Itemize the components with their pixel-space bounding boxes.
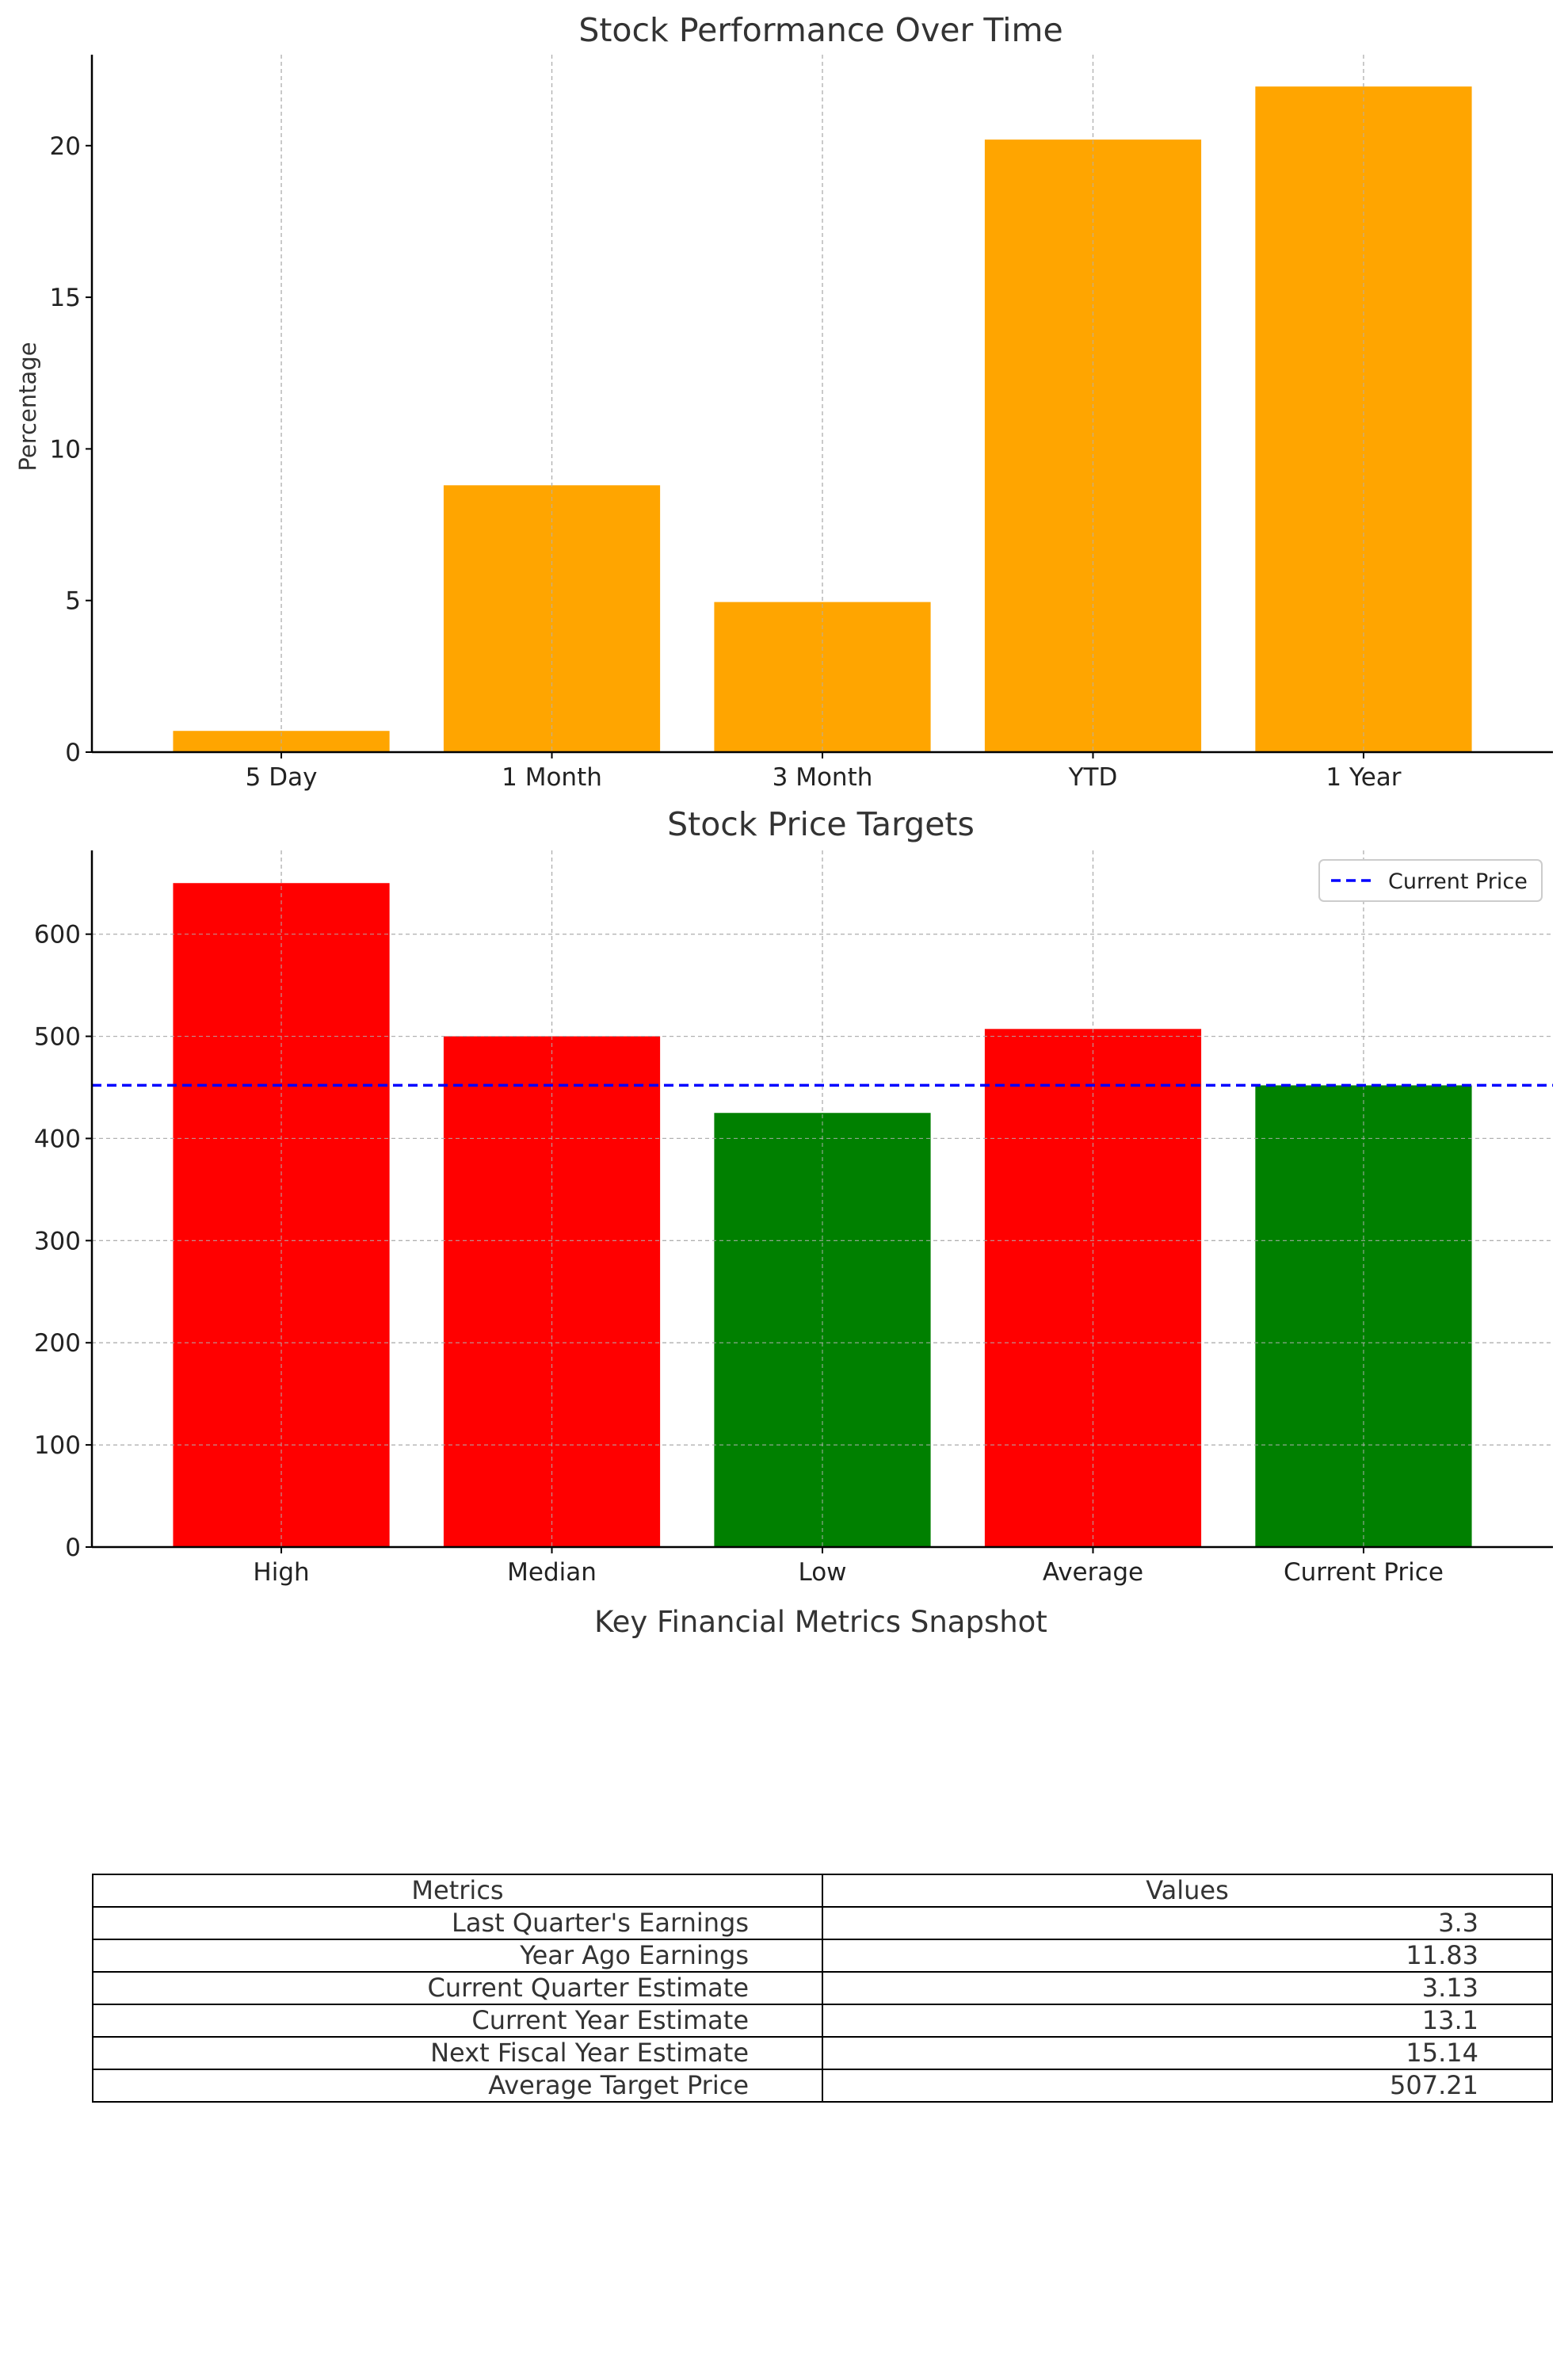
metric-value-cell: 11.83 — [822, 1939, 1553, 1973]
legend-box — [1318, 859, 1543, 902]
price-targets-chart: Stock Price Targets High Median Low Average… — [34, 805, 1553, 1587]
table-row: Year Ago Earnings 11.83 — [92, 1939, 1553, 1973]
metric-name-cell: Current Year Estimate — [92, 2004, 823, 2038]
y-tick-label: 200 — [34, 1329, 81, 1358]
metric-name-cell: Average Target Price — [92, 2069, 823, 2103]
legend: Current Price — [1318, 859, 1543, 902]
price-targets-chart-x-ticks: High Median Low Average Current Price — [253, 1547, 1444, 1587]
x-tick-label: 5 Day — [246, 763, 318, 792]
y-tick-label: 100 — [34, 1431, 81, 1460]
metric-value-cell: 13.1 — [822, 2004, 1553, 2038]
metrics-table-title: Key Financial Metrics Snapshot — [594, 1605, 1047, 1639]
y-tick-label: 20 — [50, 132, 81, 161]
values-column-header: Values — [822, 1874, 1553, 1908]
x-tick-label: Median — [507, 1558, 597, 1587]
y-tick-label: 0 — [65, 739, 81, 767]
table-row: Average Target Price 507.21 — [92, 2069, 1553, 2103]
y-tick-label: 600 — [34, 921, 81, 949]
metric-name-cell: Current Quarter Estimate — [92, 1971, 823, 2005]
table-row: Last Quarter's Earnings 3.3 — [92, 1906, 1553, 1940]
metrics-table-header-row: Metrics Values — [92, 1874, 1553, 1908]
y-tick-label: 5 — [65, 587, 81, 616]
price-targets-chart-title: Stock Price Targets — [667, 805, 975, 843]
metric-value-cell: 15.14 — [822, 2036, 1553, 2070]
metric-name-cell: Next Fiscal Year Estimate — [92, 2036, 823, 2070]
price-targets-chart-bars — [92, 850, 1553, 1547]
metrics-table: Metrics Values Last Quarter's Earnings 3… — [92, 1874, 1553, 2103]
performance-chart-bars — [173, 55, 1472, 753]
price-targets-chart-y-ticks: 0 100 200 300 400 500 600 — [34, 921, 92, 1562]
performance-chart-y-ticks: 0 5 10 15 20 — [50, 132, 92, 767]
y-tick-label: 10 — [50, 435, 81, 464]
legend-label: Current Price — [1388, 869, 1528, 894]
metric-name-cell: Last Quarter's Earnings — [92, 1906, 823, 1940]
x-tick-label: 1 Month — [502, 763, 602, 792]
metric-value-cell: 3.3 — [822, 1906, 1553, 1940]
x-tick-label: 1 Year — [1326, 763, 1401, 792]
performance-chart-ylabel: Percentage — [14, 342, 41, 471]
performance-chart: Stock Performance Over Time Percentage 5… — [14, 11, 1553, 792]
y-tick-label: 0 — [65, 1534, 81, 1562]
y-tick-label: 400 — [34, 1125, 81, 1153]
table-row: Next Fiscal Year Estimate 15.14 — [92, 2036, 1553, 2070]
table-row: Current Quarter Estimate 3.13 — [92, 1971, 1553, 2005]
x-tick-label: Low — [798, 1558, 846, 1587]
metric-value-cell: 3.13 — [822, 1971, 1553, 2005]
x-tick-label: High — [253, 1558, 309, 1587]
metric-name-cell: Year Ago Earnings — [92, 1939, 823, 1973]
metric-value-cell: 507.21 — [822, 2069, 1553, 2103]
x-tick-label: YTD — [1068, 763, 1118, 792]
performance-chart-x-ticks: 5 Day 1 Month 3 Month YTD 1 Year — [246, 752, 1402, 792]
bar — [984, 139, 1202, 752]
y-tick-label: 15 — [50, 284, 81, 312]
metrics-column-header: Metrics — [92, 1874, 823, 1908]
x-tick-label: Current Price — [1284, 1558, 1444, 1587]
performance-chart-title: Stock Performance Over Time — [578, 11, 1063, 49]
bar — [443, 1036, 661, 1547]
x-tick-label: 3 Month — [773, 763, 873, 792]
y-tick-label: 300 — [34, 1227, 81, 1255]
y-tick-label: 500 — [34, 1023, 81, 1052]
x-tick-label: Average — [1043, 1558, 1143, 1587]
table-row: Current Year Estimate 13.1 — [92, 2004, 1553, 2038]
